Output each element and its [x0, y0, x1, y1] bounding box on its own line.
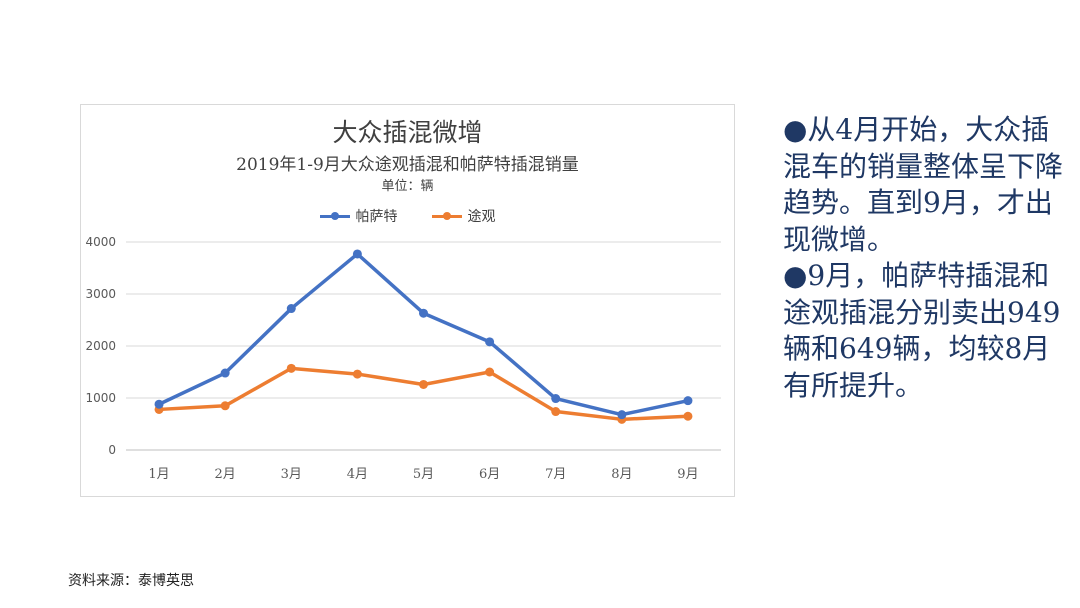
legend-swatch-passat — [319, 211, 350, 220]
data-point — [485, 337, 495, 347]
source-note: 资料来源：泰博英思 — [68, 573, 194, 589]
data-point — [485, 367, 495, 377]
legend-item-tiguan: 途观 — [431, 206, 496, 226]
x-tick-label: 1月 — [148, 467, 169, 482]
data-point — [419, 308, 428, 318]
data-point — [551, 407, 561, 417]
commentary-text: ●从4月开始，大众插混车的销量整体呈下降趋势。直到9月，才出现微增。 ●9月，帕… — [783, 112, 1073, 404]
y-tick-label: 3000 — [85, 287, 116, 301]
data-point — [286, 363, 296, 373]
data-point — [220, 368, 230, 378]
legend-swatch-tiguan — [431, 211, 462, 220]
data-point — [154, 399, 164, 409]
data-point — [683, 411, 693, 421]
x-tick-label: 9月 — [677, 467, 698, 482]
line-chart-plot: 0 1000 2000 3000 4000 1月 2月 3月 4月 5月 6月 7月 8月 9月 — [85, 235, 721, 482]
x-tick-label: 2月 — [215, 467, 236, 482]
data-point — [617, 410, 627, 420]
series-line — [157, 252, 690, 417]
x-tick-label: 5月 — [413, 467, 434, 482]
commentary-paragraph-2: ●9月，帕萨特插混和途观插混分别卖出949辆和649辆，均较8月有所提升。 — [783, 259, 1061, 402]
chart-legend: 帕萨特 途观 — [81, 206, 734, 226]
chart-subtitle: 2019年1-9月大众途观插混和帕萨特插混销量 — [236, 155, 579, 175]
y-tick-label: 0 — [108, 443, 116, 457]
legend-label-tiguan: 途观 — [467, 209, 496, 225]
data-point — [220, 401, 230, 411]
legend-label-passat: 帕萨特 — [355, 209, 398, 225]
x-tick-label: 6月 — [479, 467, 500, 482]
y-tick-label: 4000 — [85, 235, 116, 249]
x-tick-label: 4月 — [347, 467, 368, 482]
data-point — [352, 369, 362, 379]
y-tick-label: 2000 — [85, 339, 116, 353]
data-point — [286, 304, 296, 314]
data-point — [551, 394, 561, 404]
y-tick-label: 1000 — [85, 391, 116, 405]
chart-unit: 单位：辆 — [381, 179, 434, 194]
x-tick-label: 3月 — [281, 467, 302, 482]
data-point — [419, 379, 428, 389]
legend-item-passat: 帕萨特 — [319, 206, 398, 226]
x-tick-label: 8月 — [611, 467, 632, 482]
commentary-paragraph-1: ●从4月开始，大众插混车的销量整体呈下降趋势。直到9月，才出现微增。 — [783, 113, 1064, 256]
chart-title: 大众插混微增 — [332, 118, 483, 147]
data-point — [352, 249, 362, 259]
data-point — [683, 396, 693, 406]
x-tick-label: 7月 — [545, 467, 566, 482]
chart-container: 大众插混微增 2019年1-9月大众途观插混和帕萨特插混销量 单位：辆 帕萨特 … — [80, 104, 735, 497]
